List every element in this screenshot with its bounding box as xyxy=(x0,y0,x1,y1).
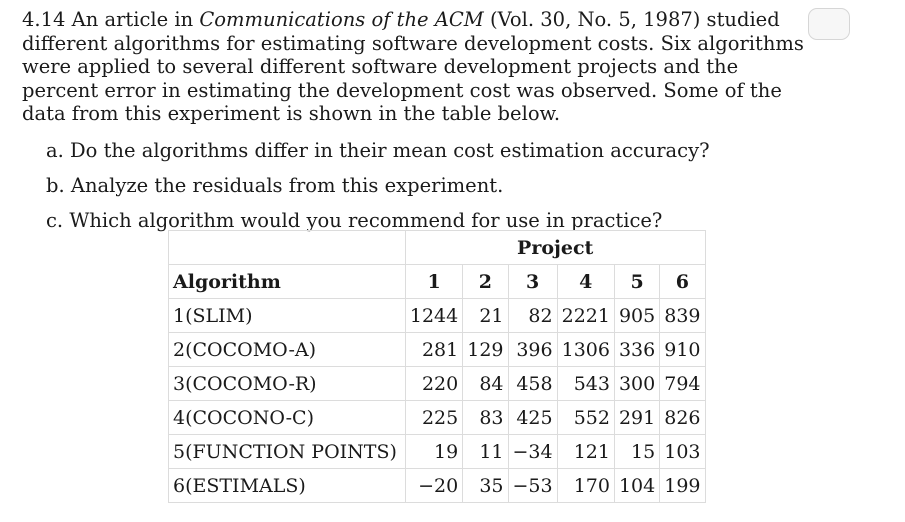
table-cell: 104 xyxy=(613,468,661,503)
table-cell: 281 xyxy=(404,332,464,367)
table-cell: 543 xyxy=(556,366,615,401)
column-header: 5 xyxy=(613,264,661,299)
problem-intro-post: (Vol. 30, No. 5, 1987) studied different… xyxy=(22,8,804,125)
table-cell: 1244 xyxy=(404,298,464,333)
table-cell: 199 xyxy=(659,468,706,503)
column-header: 2 xyxy=(462,264,509,299)
column-header: 3 xyxy=(507,264,558,299)
data-table: Project Algorithm 1 2 3 4 5 6 1(SLIM) 12… xyxy=(168,230,706,503)
problem-number: 4.14 xyxy=(22,8,66,31)
table-cell: 121 xyxy=(556,434,615,469)
algorithm-header: Algorithm xyxy=(168,264,406,299)
algorithm-name: 6(ESTIMALS) xyxy=(168,468,406,503)
table-cell: −20 xyxy=(404,468,464,503)
table-header-row-columns: Algorithm 1 2 3 4 5 6 xyxy=(168,264,706,299)
table-cell: 2221 xyxy=(556,298,615,333)
table-cell: 83 xyxy=(462,400,509,435)
algorithm-name: 5(FUNCTION POINTS) xyxy=(168,434,406,469)
table-row: 2(COCOMO-A) 281 129 396 1306 336 910 xyxy=(168,332,706,367)
table-row: 3(COCOMO-R) 220 84 458 543 300 794 xyxy=(168,366,706,401)
table-cell: 425 xyxy=(507,400,558,435)
table-cell: −34 xyxy=(507,434,558,469)
column-header: 1 xyxy=(404,264,464,299)
algorithm-name: 1(SLIM) xyxy=(168,298,406,333)
corner-tab-widget[interactable] xyxy=(808,8,850,40)
table-cell: 458 xyxy=(507,366,558,401)
algorithm-name: 3(COCOMO-R) xyxy=(168,366,406,401)
project-header: Project xyxy=(404,230,706,265)
algorithm-name: 2(COCOMO-A) xyxy=(168,332,406,367)
column-header: 6 xyxy=(659,264,706,299)
part-a: a. Do the algorithms differ in their mea… xyxy=(46,139,710,162)
table-cell: 826 xyxy=(659,400,706,435)
table-cell: 291 xyxy=(613,400,661,435)
table-cell: 336 xyxy=(613,332,661,367)
table-corner-cell xyxy=(168,230,406,265)
table-cell: 84 xyxy=(462,366,509,401)
table-cell: 1306 xyxy=(556,332,615,367)
table-cell: 11 xyxy=(462,434,509,469)
table-row: 1(SLIM) 1244 21 82 2221 905 839 xyxy=(168,298,706,333)
table-cell: 839 xyxy=(659,298,706,333)
problem-intro-pre: An article in xyxy=(71,8,194,31)
table-cell: 170 xyxy=(556,468,615,503)
table-cell: −53 xyxy=(507,468,558,503)
table-row: 4(COCONO-C) 225 83 425 552 291 826 xyxy=(168,400,706,435)
table-row: 6(ESTIMALS) −20 35 −53 170 104 199 xyxy=(168,468,706,503)
table-cell: 220 xyxy=(404,366,464,401)
table-cell: 19 xyxy=(404,434,464,469)
table-cell: 35 xyxy=(462,468,509,503)
table-row: 5(FUNCTION POINTS) 19 11 −34 121 15 103 xyxy=(168,434,706,469)
table-cell: 129 xyxy=(462,332,509,367)
table-cell: 225 xyxy=(404,400,464,435)
table-cell: 905 xyxy=(613,298,661,333)
algorithm-name: 4(COCONO-C) xyxy=(168,400,406,435)
part-b: b. Analyze the residuals from this exper… xyxy=(46,174,504,197)
table-cell: 15 xyxy=(613,434,661,469)
problem-statement: 4.14 An article in Communications of the… xyxy=(22,8,812,126)
table-cell: 21 xyxy=(462,298,509,333)
journal-title: Communications of the ACM xyxy=(199,8,484,31)
table-header-row-project: Project xyxy=(168,230,706,265)
question-parts: a. Do the algorithms differ in their mea… xyxy=(46,138,710,243)
table-cell: 794 xyxy=(659,366,706,401)
part-c: c. Which algorithm would you recommend f… xyxy=(46,209,663,232)
table-cell: 552 xyxy=(556,400,615,435)
table-cell: 396 xyxy=(507,332,558,367)
table-cell: 103 xyxy=(659,434,706,469)
column-header: 4 xyxy=(556,264,615,299)
table-cell: 82 xyxy=(507,298,558,333)
table-cell: 300 xyxy=(613,366,661,401)
table-cell: 910 xyxy=(659,332,706,367)
